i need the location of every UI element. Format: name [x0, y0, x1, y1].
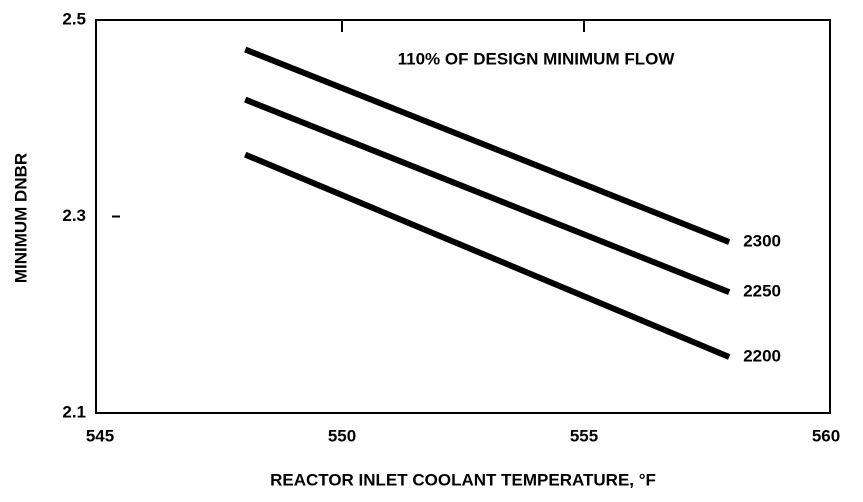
plot-frame [95, 19, 831, 414]
y-tick-label: 2.1 [62, 402, 86, 421]
series-line [244, 46, 731, 245]
x-tick-label: 550 [328, 426, 356, 445]
series-line [244, 151, 731, 360]
series-label: 2250 [743, 282, 781, 301]
x-tick-label: 555 [570, 426, 598, 445]
x-tick-label: 560 [812, 426, 840, 445]
x-tick-label: 545 [86, 426, 114, 445]
y-tick-label: 2.3 [62, 206, 86, 225]
series-label: 2300 [743, 232, 781, 251]
y-tick-label: 2.5 [62, 9, 86, 28]
y-axis-label: MINIMUM DNBR [11, 153, 30, 283]
series-label: 2200 [743, 346, 781, 365]
x-axis-label: REACTOR INLET COOLANT TEMPERATURE, °F [270, 470, 656, 489]
annotation: 110% OF DESIGN MINIMUM FLOW [398, 49, 676, 68]
series-line [244, 96, 731, 295]
